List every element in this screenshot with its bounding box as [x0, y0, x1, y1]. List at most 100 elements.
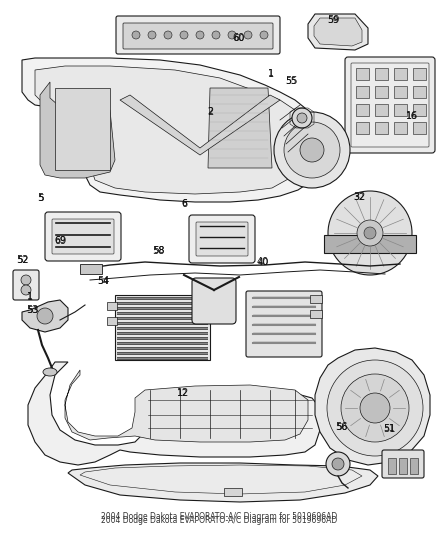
Text: 69: 69	[55, 237, 66, 245]
Circle shape	[132, 31, 140, 39]
Text: 54: 54	[97, 277, 109, 286]
Bar	[117, 297, 208, 300]
Bar	[117, 347, 208, 350]
Circle shape	[300, 138, 324, 162]
Bar	[117, 338, 208, 339]
Circle shape	[360, 393, 390, 423]
Bar	[117, 332, 208, 335]
Bar	[413, 86, 426, 98]
Polygon shape	[28, 362, 320, 465]
Bar	[394, 122, 407, 134]
Text: 40: 40	[257, 258, 268, 266]
Bar	[117, 317, 208, 320]
Text: 60: 60	[233, 34, 245, 43]
Polygon shape	[40, 82, 115, 178]
Bar	[324, 235, 416, 253]
Text: 16: 16	[406, 111, 418, 121]
Text: 12: 12	[177, 389, 189, 398]
Bar	[115, 295, 210, 360]
Bar	[117, 322, 208, 325]
Bar	[117, 302, 208, 305]
Text: 2004 Dodge Dakota EVAPORATO-A/C Diagram for 5019696AD: 2004 Dodge Dakota EVAPORATO-A/C Diagram …	[101, 516, 337, 525]
Circle shape	[260, 31, 268, 39]
Text: 59: 59	[327, 16, 339, 25]
Bar	[394, 86, 407, 98]
FancyBboxPatch shape	[45, 212, 121, 261]
Circle shape	[274, 112, 350, 188]
Circle shape	[228, 31, 236, 39]
Bar	[107, 317, 117, 325]
Bar	[117, 357, 208, 360]
Polygon shape	[315, 348, 430, 465]
FancyBboxPatch shape	[189, 215, 255, 263]
Text: 2004 Dodge Dakota EVAPORATO-A/C Diagram for 5019696AD: 2004 Dodge Dakota EVAPORATO-A/C Diagram …	[101, 512, 337, 521]
Bar	[394, 104, 407, 116]
Bar	[80, 264, 102, 274]
Text: 55: 55	[285, 76, 297, 86]
Bar	[117, 323, 208, 324]
Circle shape	[164, 31, 172, 39]
Text: 32: 32	[353, 193, 365, 201]
Text: 59: 59	[327, 15, 339, 25]
Text: 54: 54	[97, 277, 109, 286]
Bar	[399, 458, 407, 474]
Bar	[107, 302, 117, 310]
Bar	[413, 122, 426, 134]
Bar	[117, 353, 208, 354]
Polygon shape	[22, 58, 323, 202]
Bar	[117, 308, 208, 309]
Bar	[356, 68, 369, 80]
Bar	[413, 104, 426, 116]
FancyBboxPatch shape	[382, 450, 424, 478]
Bar	[413, 68, 426, 80]
Bar	[117, 328, 208, 329]
Bar	[356, 86, 369, 98]
Bar	[310, 295, 322, 303]
Bar	[375, 68, 388, 80]
Bar	[117, 348, 208, 349]
FancyBboxPatch shape	[123, 23, 273, 49]
Bar	[117, 303, 208, 304]
Circle shape	[327, 360, 423, 456]
Circle shape	[180, 31, 188, 39]
Polygon shape	[308, 14, 368, 50]
Polygon shape	[208, 88, 272, 168]
Bar	[375, 104, 388, 116]
FancyBboxPatch shape	[196, 222, 248, 256]
FancyBboxPatch shape	[116, 16, 280, 54]
Bar	[117, 307, 208, 310]
Bar	[224, 488, 242, 496]
Bar	[117, 358, 208, 359]
Text: 5: 5	[38, 194, 44, 203]
Bar	[117, 333, 208, 334]
Text: 1: 1	[27, 292, 33, 302]
Bar	[117, 352, 208, 355]
Bar	[117, 342, 208, 345]
Text: 40: 40	[257, 257, 269, 267]
Text: 16: 16	[406, 112, 417, 120]
Polygon shape	[55, 88, 110, 170]
Text: 52: 52	[17, 256, 28, 264]
Polygon shape	[314, 18, 362, 46]
Text: 12: 12	[177, 389, 189, 398]
FancyBboxPatch shape	[246, 291, 322, 357]
Ellipse shape	[43, 368, 57, 376]
Text: 5: 5	[38, 193, 44, 203]
Polygon shape	[65, 370, 308, 442]
Circle shape	[297, 113, 307, 123]
Polygon shape	[120, 95, 280, 155]
Text: 69: 69	[54, 236, 67, 246]
Bar	[117, 298, 208, 299]
Bar	[117, 313, 208, 314]
Circle shape	[37, 308, 53, 324]
Text: 1: 1	[268, 69, 274, 78]
Bar	[375, 86, 388, 98]
Bar	[310, 310, 322, 318]
Circle shape	[284, 122, 340, 178]
Bar	[117, 327, 208, 330]
Bar	[356, 104, 369, 116]
Text: 2: 2	[208, 108, 213, 116]
Text: 56: 56	[336, 423, 347, 432]
Circle shape	[212, 31, 220, 39]
Bar	[410, 458, 418, 474]
